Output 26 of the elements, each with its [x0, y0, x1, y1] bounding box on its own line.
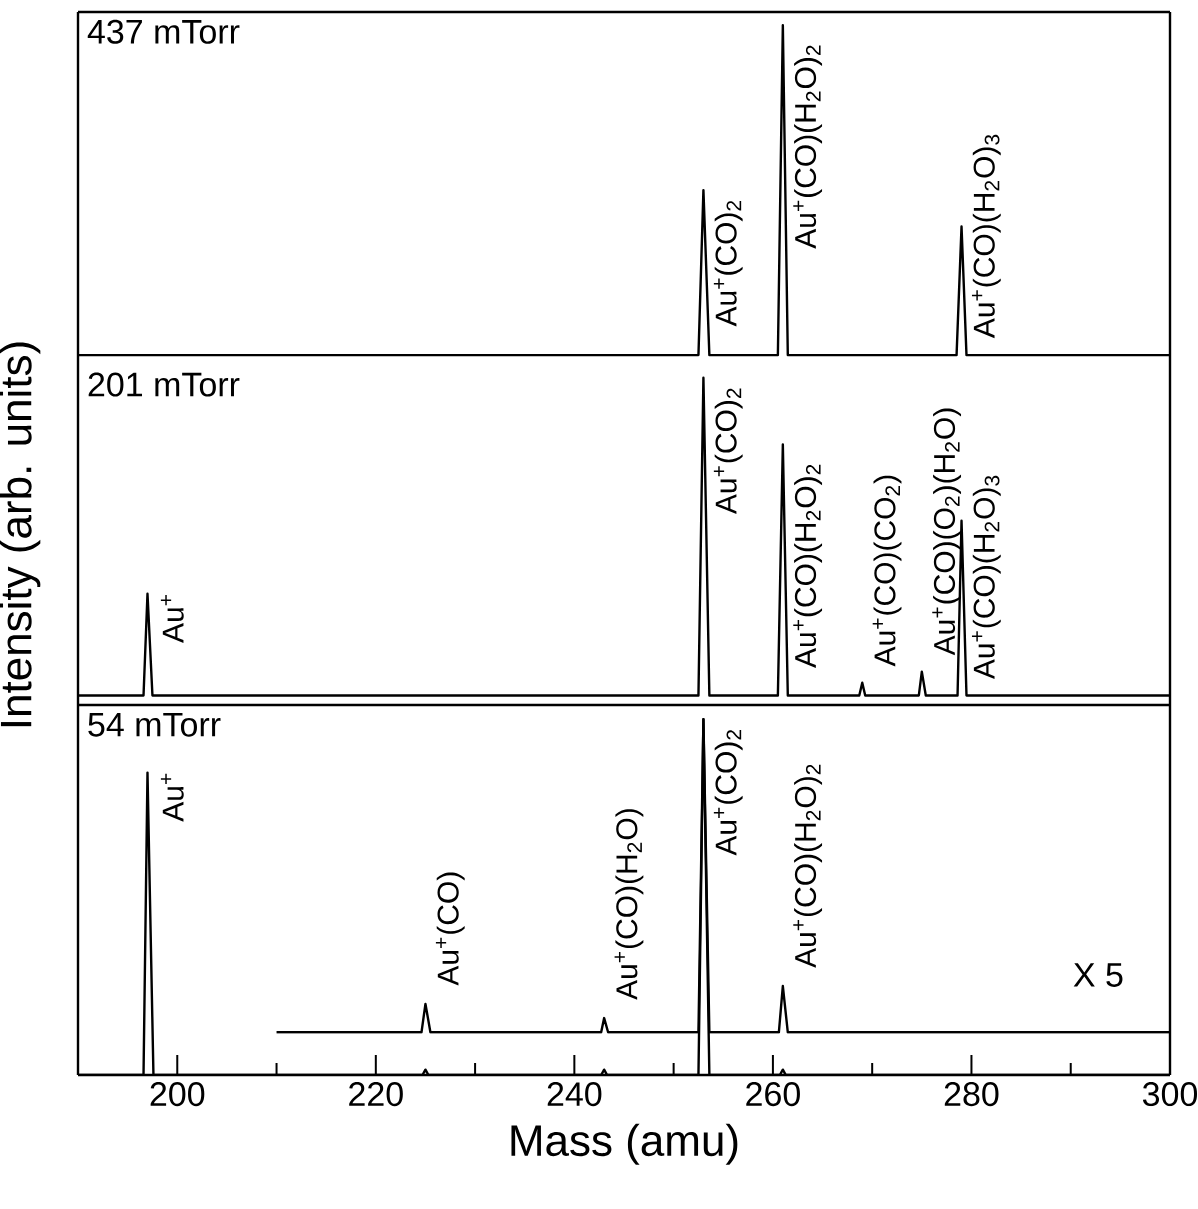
annotation: Au$^{+}$(CO)$_{2}$: [713, 201, 743, 327]
annotation: Au$^{+}$(CO)(O$_{2}$)(H$_{2}$O): [932, 408, 962, 656]
x-tick-label: 280: [944, 1082, 999, 1107]
annotation: Au$^{+}$(CO)(H$_{2}$O)$_{3}$: [971, 475, 1001, 680]
annotation: Au$^{+}$(CO)(H$_{2}$O)$_{2}$: [793, 764, 823, 968]
annotation: X 5: [1073, 963, 1123, 987]
annotation: Au$^{+}$(CO)(H$_{2}$O): [614, 809, 644, 1000]
y-axis-title: Intensity (arb. units): [0, 342, 41, 727]
x-tick-label: 220: [349, 1082, 403, 1107]
annotation: Au$^{+}$(CO): [435, 872, 465, 986]
chart-title: 201 mTorr: [88, 372, 240, 397]
annotation: Au$^{+}$(CO)(H$_{2}$O)$_{2}$: [793, 45, 823, 249]
x-axis-title: Mass (amu): [511, 1123, 738, 1165]
annotation: Au$^{+}$(CO)(H$_{2}$O)$_{3}$: [971, 134, 1001, 339]
x-tick-label: 240: [547, 1082, 602, 1107]
annotation: Au$^{+}$: [160, 595, 184, 643]
x-tick-label: 200: [150, 1082, 205, 1107]
chart-title: 437 mTorr: [87, 19, 240, 44]
annotation: Au$^{+}$(CO)$_{2}$: [713, 730, 743, 856]
x-tick-label: 300: [1142, 1082, 1198, 1107]
x-tick-label: 260: [746, 1082, 800, 1107]
annotation: Au$^{+}$: [160, 773, 184, 822]
annotation: Au$^{+}$(CO)(CO$_{2}$): [872, 475, 902, 667]
annotation: Au$^{+}$(CO)(H$_{2}$O)$_{2}$: [793, 464, 823, 668]
annotation: Au$^{+}$(CO)$_{2}$: [713, 388, 743, 515]
chart-title: 54 mTorr: [88, 712, 221, 737]
